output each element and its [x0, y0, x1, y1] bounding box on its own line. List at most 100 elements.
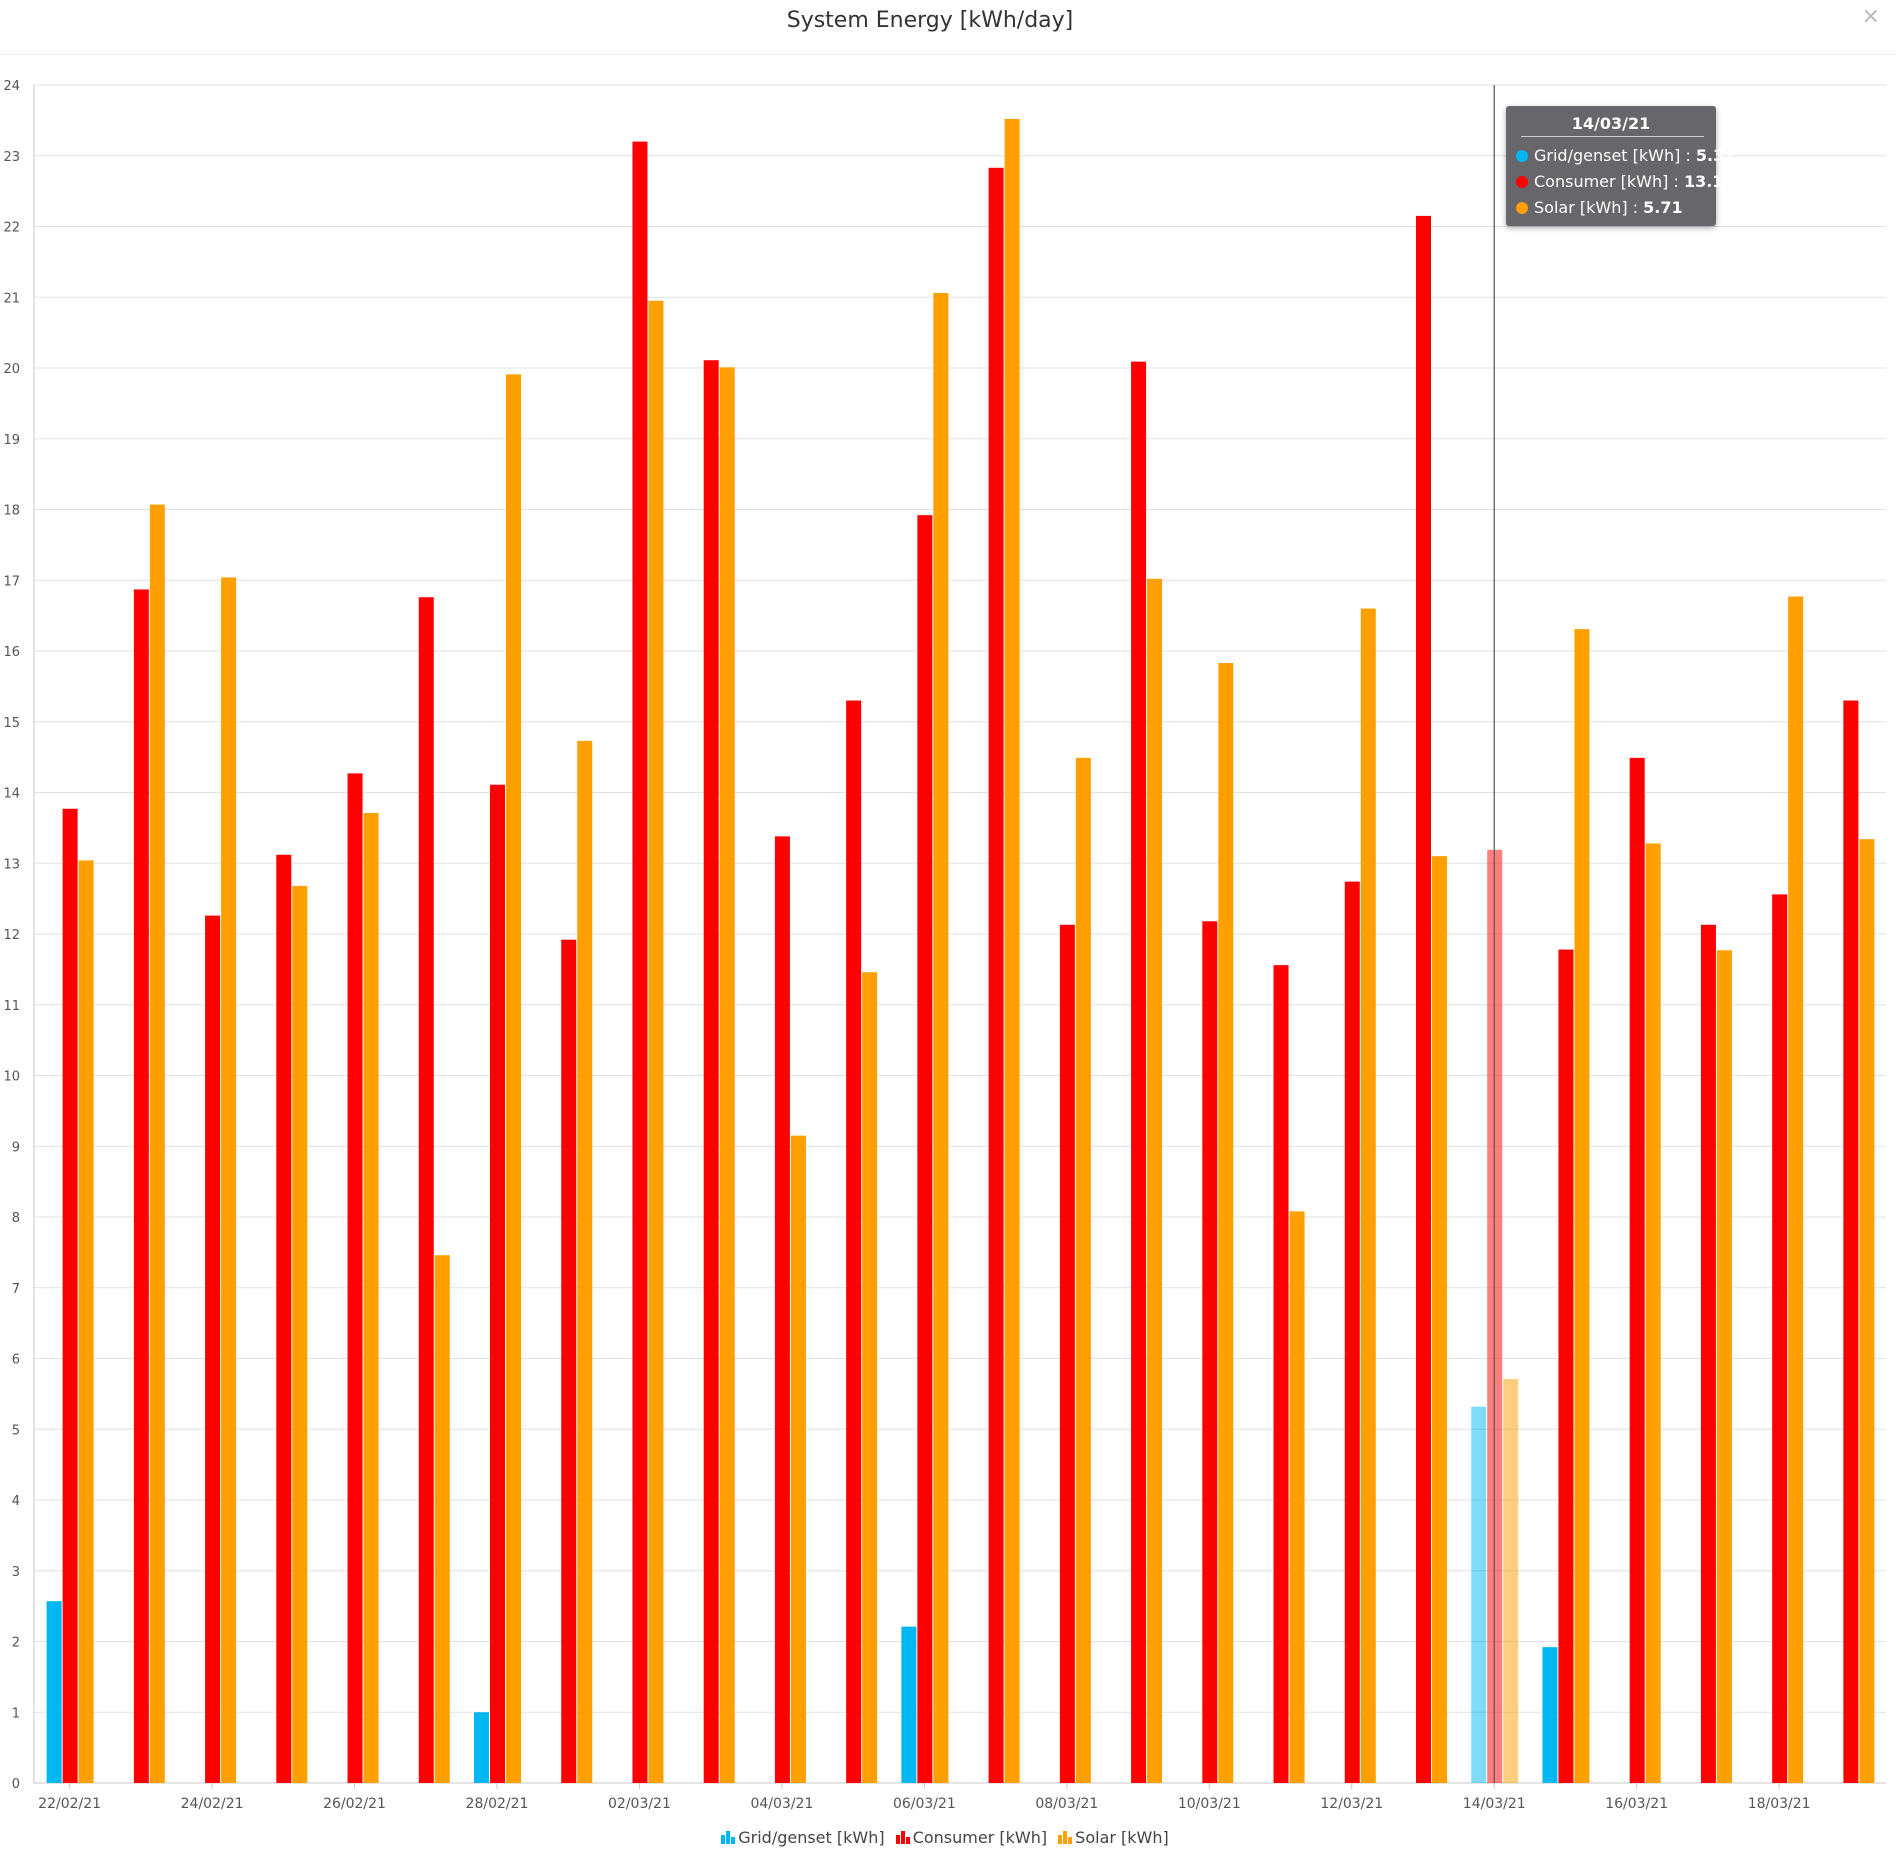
bar-solar: [1360, 608, 1376, 1783]
y-tick-label: 1: [12, 1706, 20, 1721]
y-tick-label: 24: [3, 79, 20, 94]
bar-solar: [1147, 578, 1163, 1784]
y-tick-label: 12: [3, 928, 20, 943]
tooltip-row-solar: Solar [kWh] : 5.71: [1516, 198, 1683, 217]
bar-solar: [1859, 839, 1875, 1783]
bar-solar: [221, 577, 237, 1784]
bar-chart-icon: [895, 1831, 910, 1844]
bar-consumer: [1772, 894, 1788, 1783]
tooltip-label: Grid/genset [kWh] :: [1534, 146, 1696, 165]
y-tick-label: 14: [3, 787, 20, 802]
x-tick-label: 08/03/21: [1035, 1796, 1098, 1812]
x-tick-label: 28/02/21: [466, 1796, 529, 1812]
consumer-dot-icon: [1516, 176, 1528, 188]
legend-label: Solar [kWh]: [1075, 1828, 1169, 1847]
bar-consumer: [1700, 924, 1716, 1783]
bar-consumer: [276, 854, 292, 1783]
bar-consumer: [1558, 949, 1574, 1783]
x-tick-label: 02/03/21: [608, 1796, 671, 1812]
legend-item-consumer[interactable]: Consumer [kWh]: [895, 1828, 1048, 1847]
bar-solar: [149, 504, 165, 1783]
bar-consumer: [1059, 924, 1075, 1783]
y-tick-label: 0: [12, 1777, 20, 1792]
tooltip: 14/03/21 Grid/genset [kWh] : 5.32 Consum…: [1506, 106, 1735, 226]
legend-label: Grid/genset [kWh]: [738, 1828, 885, 1847]
bar-consumer: [1843, 700, 1859, 1783]
y-tick-label: 19: [3, 433, 20, 448]
bar-consumer: [1344, 881, 1360, 1783]
bar-solar: [1788, 596, 1804, 1784]
bar-consumer: [561, 939, 577, 1783]
y-tick-label: 7: [12, 1282, 20, 1297]
bar-solar: [506, 374, 521, 1784]
bar-solar: [862, 972, 878, 1783]
x-tick-label: 14/03/21: [1463, 1796, 1526, 1812]
bar-solar: [78, 860, 94, 1783]
bar-solar: [363, 813, 379, 1783]
legend: Grid/genset [kWh] Consumer [kWh] Solar […: [0, 1828, 1890, 1847]
bar-grid: [474, 1712, 489, 1783]
header-divider: [0, 54, 1896, 55]
chart-title: System Energy [kWh/day]: [786, 8, 1074, 33]
tooltip-row-consumer: Consumer [kWh] : 13.19: [1516, 172, 1735, 191]
close-button[interactable]: ×: [1861, 4, 1880, 29]
bar-consumer: [205, 915, 221, 1783]
bar-solar: [1004, 118, 1020, 1784]
y-tick-label: 17: [3, 574, 20, 589]
bar-solar: [790, 1135, 806, 1783]
bar-consumer: [917, 515, 933, 1784]
bar-solar: [577, 740, 593, 1783]
y-tick-label: 4: [12, 1494, 20, 1509]
tooltip-label: Consumer [kWh] :: [1534, 172, 1684, 191]
grid-dot-icon: [1516, 150, 1528, 162]
tooltip-value: 5.32: [1695, 146, 1736, 165]
y-tick-label: 9: [12, 1140, 20, 1155]
bar-consumer: [1202, 921, 1218, 1783]
bar-consumer: [774, 836, 790, 1783]
y-tick-label: 18: [3, 504, 20, 519]
solar-dot-icon: [1516, 202, 1528, 214]
bar-consumer: [1416, 215, 1431, 1784]
bar-solar: [1716, 950, 1732, 1783]
x-tick-label: 12/03/21: [1320, 1796, 1383, 1812]
y-tick-label: 10: [3, 1070, 20, 1085]
bar-solar: [648, 300, 664, 1784]
bar-solar: [933, 293, 949, 1783]
y-tick-label: 22: [3, 221, 20, 236]
bar-consumer: [1273, 965, 1289, 1783]
y-tick-label: 21: [3, 291, 20, 306]
bar-chart-icon: [1058, 1831, 1073, 1844]
bar-solar: [1432, 856, 1447, 1783]
tooltip-row-grid: Grid/genset [kWh] : 5.32: [1516, 146, 1735, 165]
legend-item-solar[interactable]: Solar [kWh]: [1058, 1828, 1169, 1847]
y-tick-label: 11: [3, 999, 20, 1014]
x-tick-label: 06/03/21: [893, 1796, 956, 1812]
legend-item-grid[interactable]: Grid/genset [kWh]: [721, 1828, 885, 1847]
bar-consumer: [1131, 361, 1147, 1783]
x-tick-label: 04/03/21: [750, 1796, 813, 1812]
tooltip-label: Solar [kWh] :: [1534, 198, 1644, 217]
tooltip-divider: [1521, 136, 1704, 137]
x-tick-label: 16/03/21: [1605, 1796, 1668, 1812]
bar-solar: [1075, 757, 1091, 1783]
y-tick-label: 5: [12, 1423, 20, 1438]
y-tick-label: 8: [12, 1211, 20, 1226]
bar-solar: [434, 1255, 450, 1783]
bar-solar: [1574, 629, 1590, 1783]
bar-consumer: [347, 773, 363, 1783]
x-tick-label: 24/02/21: [181, 1796, 244, 1812]
bar-consumer: [62, 808, 78, 1783]
bar-consumer: [988, 167, 1004, 1784]
bar-consumer: [133, 589, 149, 1783]
y-tick-label: 16: [3, 645, 20, 660]
y-tick-label: 2: [12, 1636, 20, 1651]
tooltip-value: 5.71: [1643, 198, 1683, 217]
bar-solar: [1503, 1379, 1519, 1783]
y-tick-label: 13: [3, 857, 20, 872]
y-tick-label: 3: [12, 1565, 20, 1580]
x-tick-label: 22/02/21: [38, 1796, 101, 1812]
x-tick-label: 18/03/21: [1748, 1796, 1811, 1812]
legend-label: Consumer [kWh]: [912, 1828, 1048, 1847]
